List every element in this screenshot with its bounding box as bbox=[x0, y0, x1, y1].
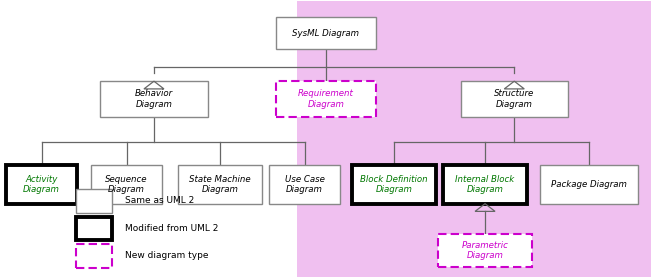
Bar bbox=[91, 165, 162, 204]
Bar bbox=[76, 217, 111, 240]
Text: Block Definition
Diagram: Block Definition Diagram bbox=[361, 175, 428, 194]
Text: Activity
Diagram: Activity Diagram bbox=[23, 175, 60, 194]
Bar bbox=[76, 189, 111, 213]
Bar bbox=[276, 17, 376, 49]
Text: State Machine
Diagram: State Machine Diagram bbox=[189, 175, 251, 194]
Text: Sequence
Diagram: Sequence Diagram bbox=[106, 175, 148, 194]
Bar bbox=[352, 165, 436, 204]
Text: Parametric
Diagram: Parametric Diagram bbox=[462, 241, 509, 260]
Text: New diagram type: New diagram type bbox=[125, 252, 208, 260]
Text: Behavior
Diagram: Behavior Diagram bbox=[135, 90, 173, 109]
Bar bbox=[100, 81, 207, 117]
Text: Internal Block
Diagram: Internal Block Diagram bbox=[456, 175, 514, 194]
Bar bbox=[276, 81, 376, 117]
Bar bbox=[541, 165, 638, 204]
Text: Package Diagram: Package Diagram bbox=[551, 180, 627, 189]
Text: SysML Diagram: SysML Diagram bbox=[293, 29, 359, 38]
Bar bbox=[461, 81, 568, 117]
Text: Use Case
Diagram: Use Case Diagram bbox=[285, 175, 325, 194]
Bar bbox=[297, 1, 651, 277]
Text: Same as UML 2: Same as UML 2 bbox=[125, 197, 194, 205]
Text: Requirement
Diagram: Requirement Diagram bbox=[298, 90, 354, 109]
Bar bbox=[443, 165, 527, 204]
Bar bbox=[6, 165, 78, 204]
Bar bbox=[178, 165, 262, 204]
Text: Structure
Diagram: Structure Diagram bbox=[494, 90, 535, 109]
Bar bbox=[76, 244, 111, 268]
Bar bbox=[269, 165, 340, 204]
Bar bbox=[438, 234, 532, 267]
Text: Modified from UML 2: Modified from UML 2 bbox=[125, 224, 218, 233]
